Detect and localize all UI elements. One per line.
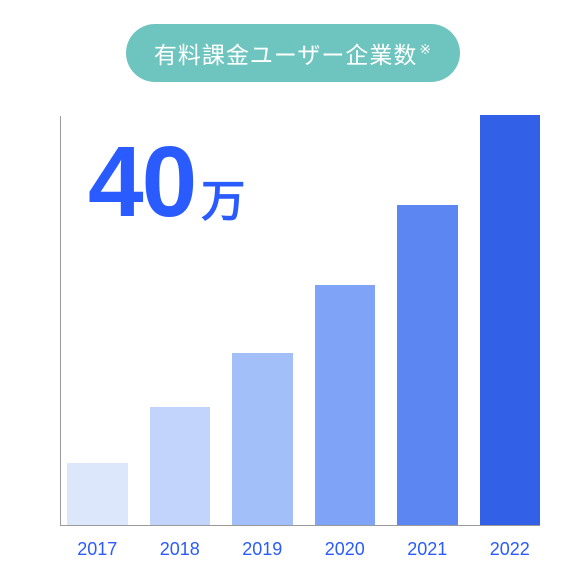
bar-2018: 2018 <box>150 407 211 525</box>
badge-text: 有料課金ユーザー企業数 <box>154 42 418 68</box>
bar-2022: 2022 <box>480 115 541 525</box>
x-label-2019: 2019 <box>242 539 282 560</box>
x-label-2021: 2021 <box>407 539 447 560</box>
badge-container: 有料課金ユーザー企業数※ <box>40 24 546 82</box>
bar-2019: 2019 <box>232 353 293 525</box>
bar-chart: 2017 2018 2019 2020 2021 2022 <box>60 116 540 526</box>
x-label-2018: 2018 <box>160 539 200 560</box>
x-label-2020: 2020 <box>325 539 365 560</box>
badge-asterisk: ※ <box>419 41 432 57</box>
title-badge: 有料課金ユーザー企業数※ <box>126 24 460 82</box>
bar-2017: 2017 <box>67 463 128 525</box>
bar-2021: 2021 <box>397 205 458 525</box>
x-label-2022: 2022 <box>490 539 530 560</box>
x-label-2017: 2017 <box>77 539 117 560</box>
bar-2020: 2020 <box>315 285 376 525</box>
